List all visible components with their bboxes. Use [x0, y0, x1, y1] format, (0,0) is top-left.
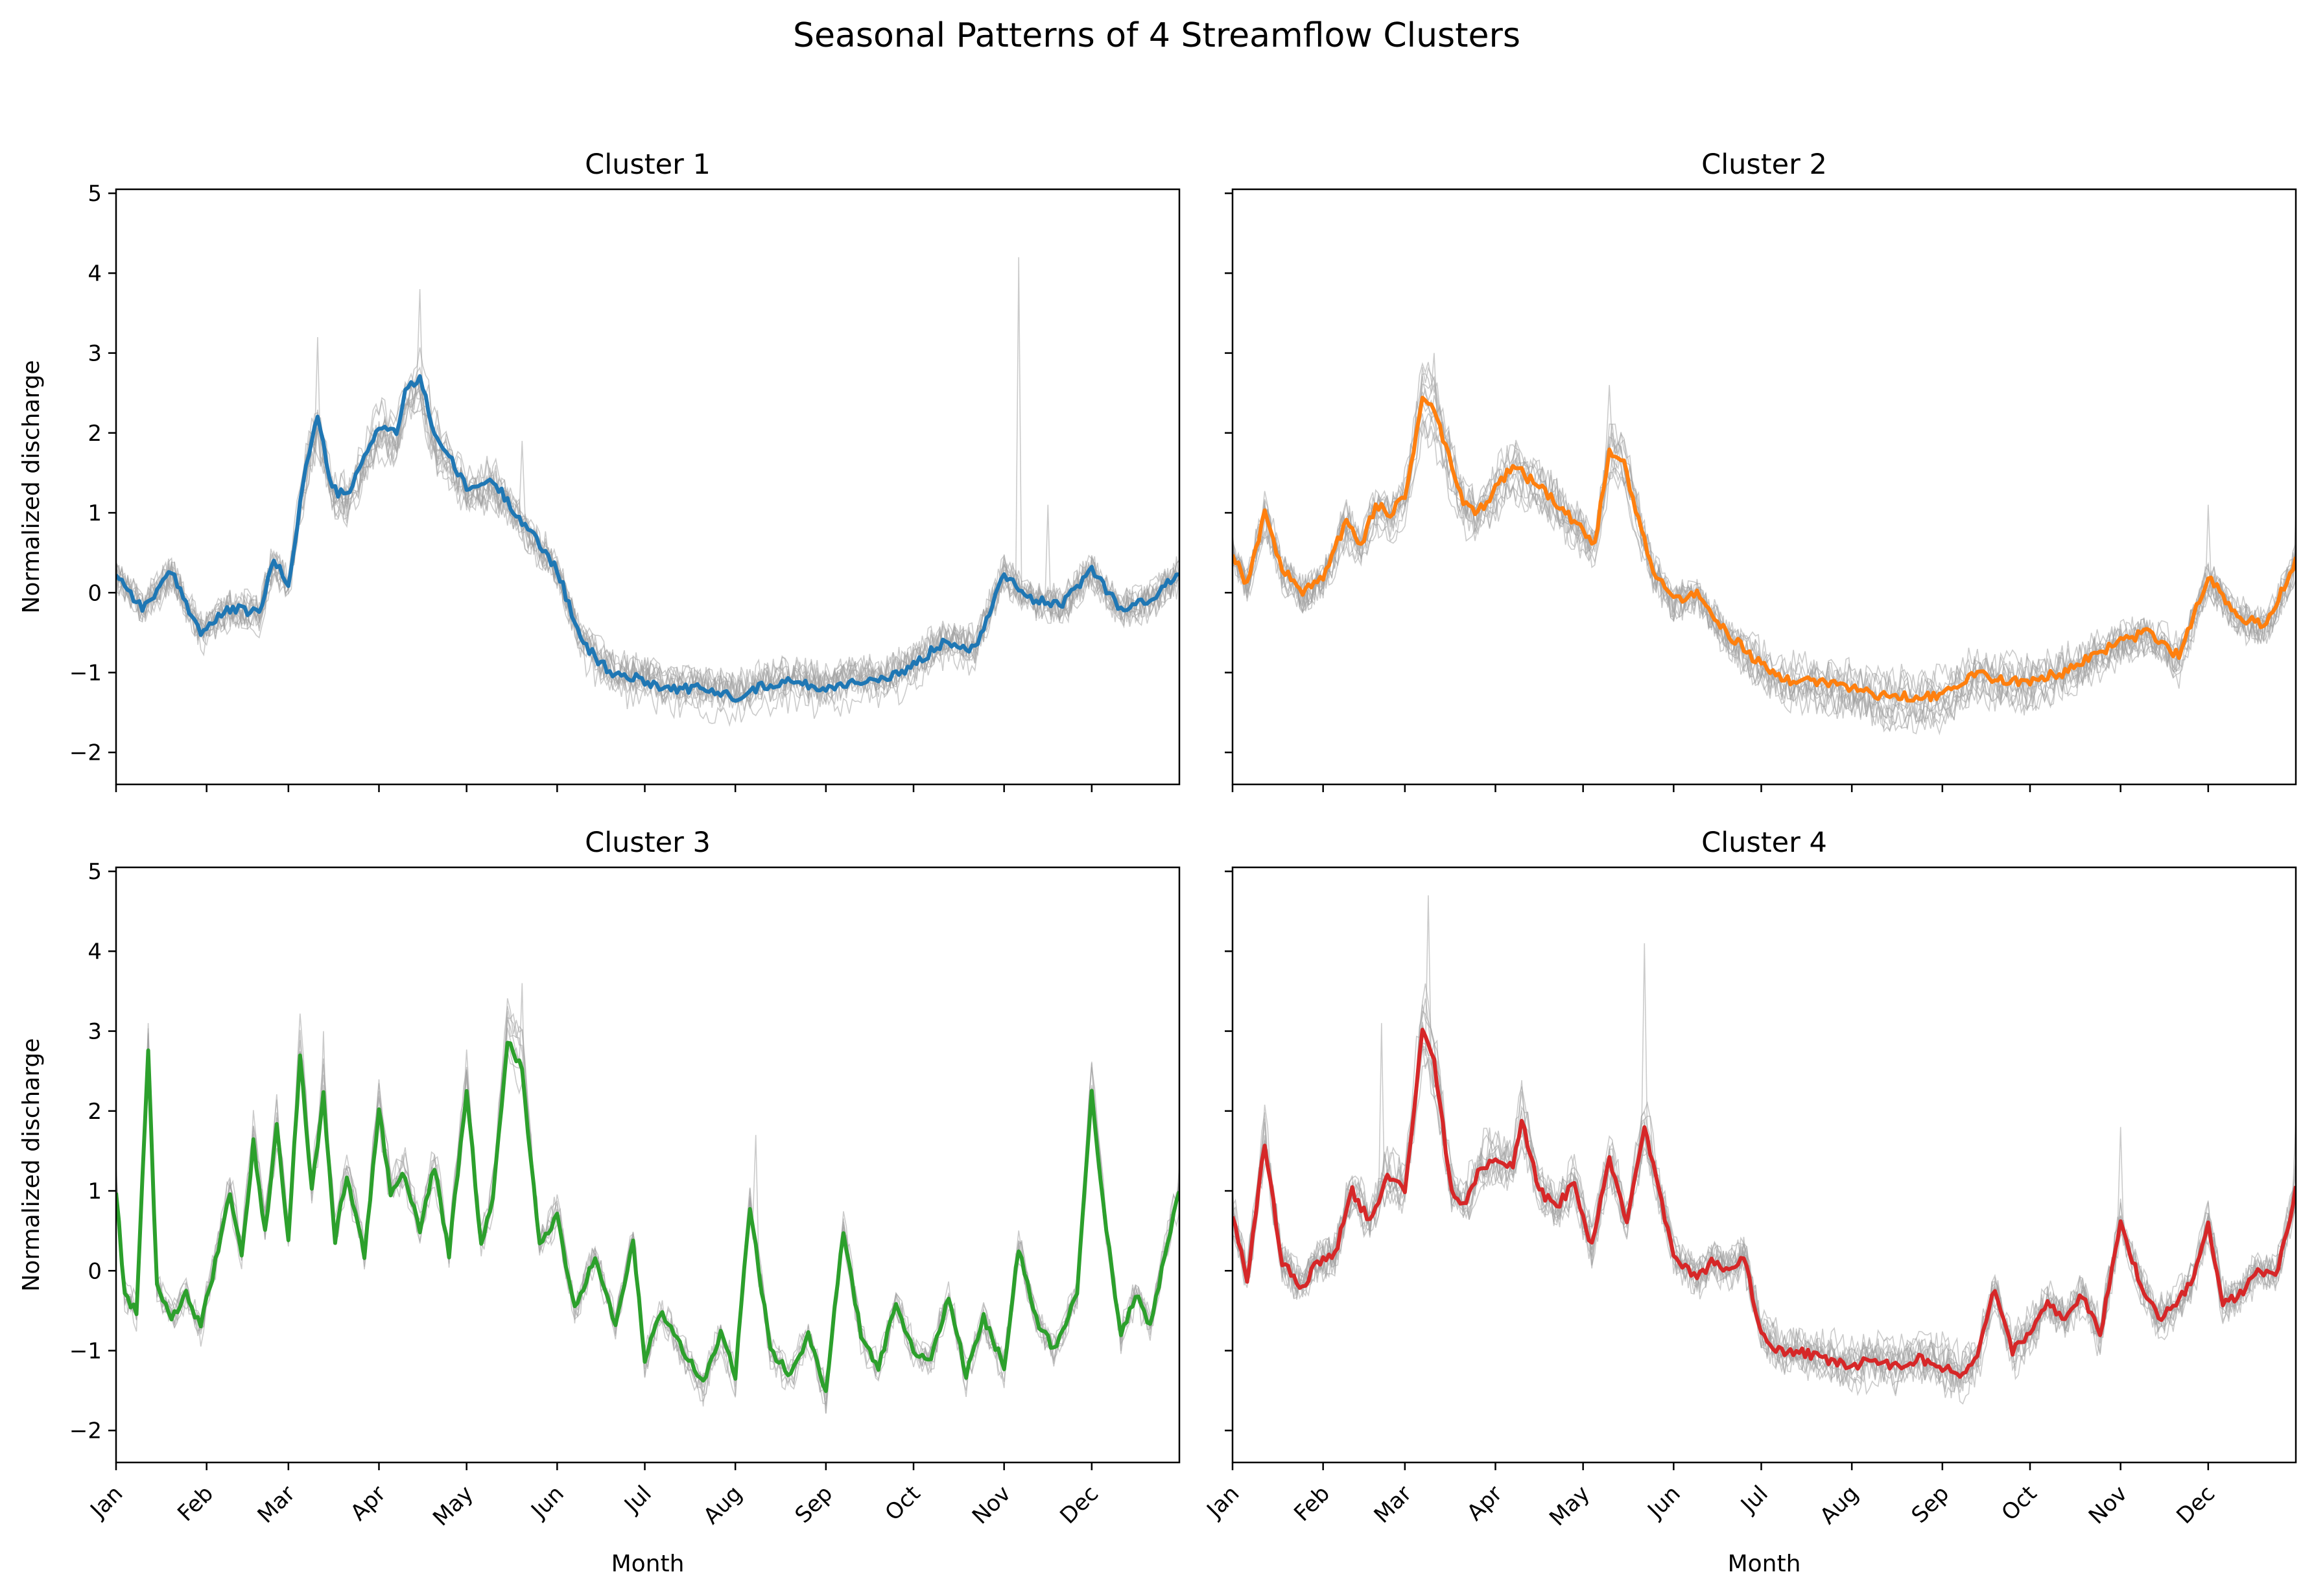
panel-1: −2 −1 0 1 2 3 4 5 Cluster 1 Normalized discharge	[18, 148, 1181, 792]
figure-title: Seasonal Patterns of 4 Streamflow Cluste…	[793, 16, 1520, 55]
y-tick-label: 0	[88, 1258, 102, 1284]
plot-area	[116, 257, 1179, 727]
y-tick-label: 3	[88, 341, 102, 367]
panel-title: Cluster 4	[1701, 827, 1827, 859]
y-tick-label: 2	[88, 421, 102, 447]
y-tick-label: 3	[88, 1019, 102, 1045]
y-tick-label: 0	[88, 580, 102, 606]
y-axis-label: Normalized discharge	[18, 360, 45, 613]
member-line	[1233, 366, 2296, 736]
plot-area	[116, 983, 1179, 1414]
mean-line	[1233, 395, 2296, 703]
y-axis-label: Normalized discharge	[18, 1038, 45, 1291]
panel-title: Cluster 3	[585, 827, 711, 859]
plot-area	[1233, 895, 2296, 1405]
y-tick-label: −2	[69, 1418, 102, 1444]
y-tick-label: 1	[88, 500, 102, 526]
mean-line	[116, 374, 1179, 703]
member-line	[1233, 419, 2296, 705]
panel-title: Cluster 1	[585, 148, 711, 181]
y-tick-label: 4	[88, 939, 102, 965]
panel-title: Cluster 2	[1701, 148, 1827, 181]
plot-area	[1233, 353, 2296, 736]
axes-frame	[1231, 188, 2297, 786]
axes-frame	[1231, 866, 2297, 1464]
y-tick-label: 4	[88, 261, 102, 287]
axes-frame	[115, 188, 1181, 786]
y-tick-label: −1	[69, 1338, 102, 1364]
y-tick-label: −1	[69, 660, 102, 686]
x-axis-label: Month	[611, 1551, 685, 1577]
y-tick-label: −2	[69, 740, 102, 766]
x-axis-label: Month	[1728, 1551, 1801, 1577]
mean-line	[1233, 1027, 2296, 1379]
axes-frame	[115, 866, 1181, 1464]
mean-line	[116, 1040, 1179, 1393]
y-tick-label: 1	[88, 1179, 102, 1204]
y-tick-label: 2	[88, 1099, 102, 1125]
panels: −2 −1 0 1 2 3 4 5 Cluster 1 Normalized discharge C…	[18, 148, 2297, 1577]
y-tick-label: 5	[88, 859, 102, 885]
y-tick-label: 5	[88, 181, 102, 207]
panel-2: Cluster 2	[1225, 148, 2297, 792]
